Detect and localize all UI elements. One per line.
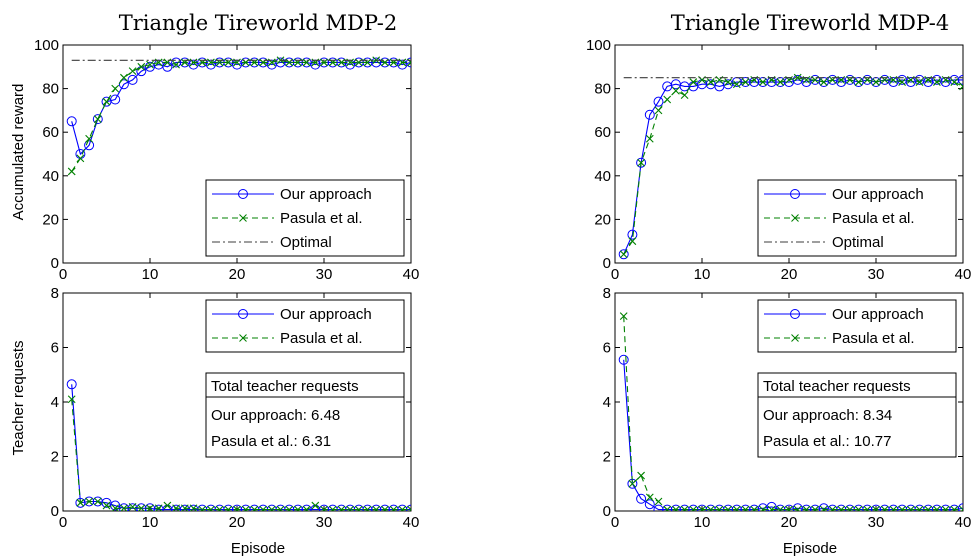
y-tick-label: 6	[51, 340, 59, 357]
legend-label: Our approach	[280, 306, 372, 323]
y-tick-label: 80	[594, 81, 611, 98]
legend-label: Pasula et al.	[832, 330, 915, 347]
legend: Our approach Pasula et al. Optimal	[206, 180, 404, 256]
y-tick-label: 80	[42, 81, 59, 98]
point-x	[103, 98, 110, 105]
title-mdp4: Triangle Tireworld MDP-4	[671, 11, 950, 35]
legend-label: Pasula et al.	[280, 210, 363, 227]
total-requests-box: Total teacher requests Our approach: 6.48…	[206, 373, 404, 457]
legend-label: Optimal	[280, 234, 332, 251]
point-x	[690, 79, 697, 86]
x-tick-label: 0	[59, 514, 67, 531]
y-tick-label: 0	[603, 503, 611, 520]
point-x	[855, 79, 862, 86]
point-x	[638, 472, 645, 479]
legend-label: Optimal	[832, 234, 884, 251]
annotation-line: Pasula et al.: 10.77	[763, 433, 891, 450]
point-x	[620, 251, 627, 258]
chart-panel-2: 0 10 20 30 40 0 20 40 60 80 100 Our approach Pasula …	[586, 37, 971, 283]
y-tick-label: 40	[42, 168, 59, 185]
x-tick-label: 0	[611, 266, 619, 283]
x-tick-label: 40	[955, 514, 971, 531]
point-x	[646, 135, 653, 142]
y-tick-label: 100	[34, 37, 59, 54]
point-x	[681, 92, 688, 99]
legend-label: Pasula et al.	[280, 330, 363, 347]
x-tick-label: 40	[955, 266, 971, 283]
y-tick-label: 60	[42, 124, 59, 141]
xlabel-left: Episode	[231, 540, 285, 557]
legend: Our approach Pasula et al.	[758, 300, 956, 352]
ylabel-reward: Accumulated reward	[10, 84, 27, 221]
y-tick-label: 0	[603, 255, 611, 272]
point-x	[129, 68, 136, 75]
y-tick-label: 60	[594, 124, 611, 141]
x-tick-label: 30	[868, 266, 885, 283]
y-tick-label: 0	[51, 503, 59, 520]
point-x	[112, 85, 119, 92]
x-tick-label: 20	[781, 266, 798, 283]
point-x	[94, 116, 101, 123]
ylabel-requests: Teacher requests	[10, 340, 27, 455]
legend: Our approach Pasula et al. Optimal	[758, 180, 956, 256]
y-tick-label: 8	[603, 285, 611, 302]
annotation-line: Our approach: 6.48	[211, 407, 340, 424]
y-tick-label: 20	[594, 211, 611, 228]
point-x	[664, 96, 671, 103]
y-tick-label: 20	[42, 211, 59, 228]
x-tick-label: 40	[403, 266, 420, 283]
x-tick-label: 20	[229, 266, 246, 283]
point-x	[820, 79, 827, 86]
point-x	[873, 79, 880, 86]
point-x	[655, 498, 662, 505]
legend-label: Our approach	[280, 186, 372, 203]
point-x	[655, 107, 662, 114]
y-tick-label: 2	[51, 449, 59, 466]
x-tick-label: 10	[142, 266, 159, 283]
x-tick-label: 20	[781, 514, 798, 531]
point-x	[138, 63, 145, 70]
y-tick-label: 6	[603, 340, 611, 357]
x-tick-label: 10	[142, 514, 159, 531]
annotation-title: Total teacher requests	[211, 378, 359, 395]
point-x	[77, 155, 84, 162]
y-tick-label: 2	[603, 449, 611, 466]
xlabel-right: Episode	[783, 540, 837, 557]
annotation-line: Our approach: 8.34	[763, 407, 892, 424]
point-x	[68, 168, 75, 175]
x-tick-label: 0	[611, 514, 619, 531]
y-tick-label: 0	[51, 255, 59, 272]
y-tick-label: 40	[594, 168, 611, 185]
x-tick-label: 10	[694, 266, 711, 283]
x-tick-label: 10	[694, 514, 711, 531]
title-mdp2: Triangle Tireworld MDP-2	[119, 11, 398, 35]
x-tick-label: 30	[316, 514, 333, 531]
chart-panel-4: 0 10 20 30 40 0 2 4 6 8 Our approach Pasula et al. T…	[603, 285, 971, 531]
x-tick-label: 30	[316, 266, 333, 283]
plot-area	[67, 57, 415, 175]
y-tick-label: 4	[51, 394, 59, 411]
annotation-title: Total teacher requests	[763, 378, 911, 395]
x-tick-label: 20	[229, 514, 246, 531]
y-tick-label: 100	[586, 37, 611, 54]
chart-panel-1: 0 10 20 30 40 0 20 40 60 80 100 Our approach Pasula …	[34, 37, 419, 283]
y-tick-label: 8	[51, 285, 59, 302]
x-tick-label: 40	[403, 514, 420, 531]
annotation-line: Pasula et al.: 6.31	[211, 433, 331, 450]
x-tick-label: 0	[59, 266, 67, 283]
legend: Our approach Pasula et al.	[206, 300, 404, 352]
chart-panel-3: 0 10 20 30 40 0 2 4 6 8 Our approach Pasula et al. T…	[51, 285, 420, 531]
y-tick-label: 4	[603, 394, 611, 411]
legend-label: Our approach	[832, 306, 924, 323]
total-requests-box: Total teacher requests Our approach: 8.34…	[758, 373, 956, 457]
legend-label: Our approach	[832, 186, 924, 203]
x-tick-label: 30	[868, 514, 885, 531]
legend-label: Pasula et al.	[832, 210, 915, 227]
